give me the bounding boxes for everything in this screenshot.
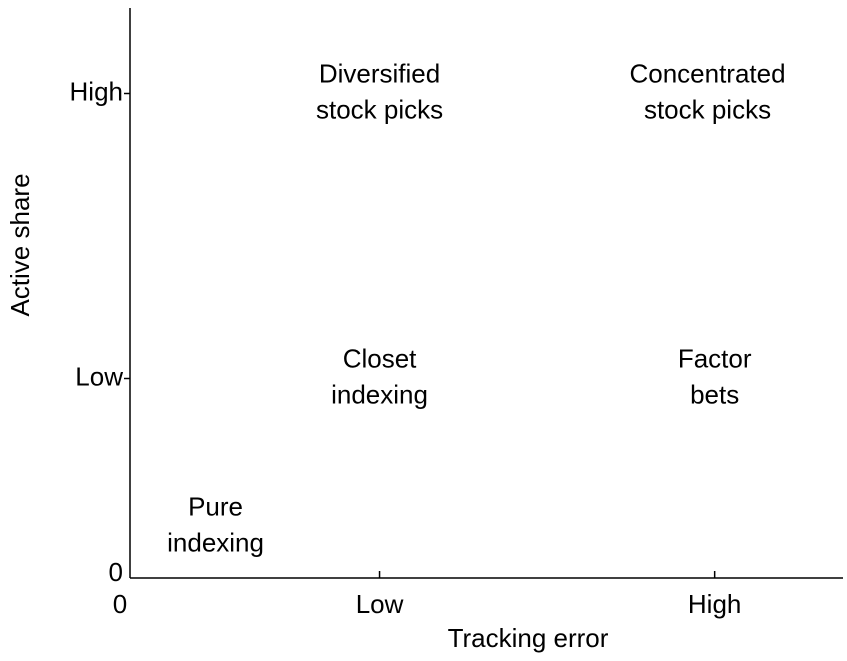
quadrant-label-line: Factor bbox=[678, 343, 752, 373]
quadrant-label: Pure indexing bbox=[167, 492, 264, 558]
quadrant-label: Concentrated stock picks bbox=[629, 58, 785, 124]
quadrant-label-line: Concentrated bbox=[629, 58, 785, 88]
quadrant-label: Closet indexing bbox=[331, 343, 428, 409]
y-tick-label: High bbox=[70, 76, 123, 106]
y-tick-label: 0 bbox=[109, 557, 123, 587]
quadrant-label-line: Diversified bbox=[319, 58, 440, 88]
x-axis-label: Tracking error bbox=[448, 623, 609, 653]
y-tick-label: Low bbox=[75, 361, 123, 391]
x-tick-label: High bbox=[688, 589, 741, 619]
quadrant-label-line: Pure bbox=[188, 492, 243, 522]
quadrant-label: Factor bets bbox=[678, 343, 752, 409]
quadrant-label-line: indexing bbox=[167, 528, 264, 558]
quadrant-label-line: Closet bbox=[343, 343, 417, 373]
quadrant-label-line: bets bbox=[690, 379, 739, 409]
x-tick-label: 0 bbox=[113, 589, 127, 619]
quadrant-label-line: indexing bbox=[331, 379, 428, 409]
y-axis-label: Active share bbox=[5, 173, 35, 316]
quadrant-label-line: stock picks bbox=[644, 94, 771, 124]
quadrant-label-line: stock picks bbox=[316, 94, 443, 124]
quadrant-label: Diversified stock picks bbox=[316, 58, 443, 124]
x-tick-label: Low bbox=[356, 589, 404, 619]
